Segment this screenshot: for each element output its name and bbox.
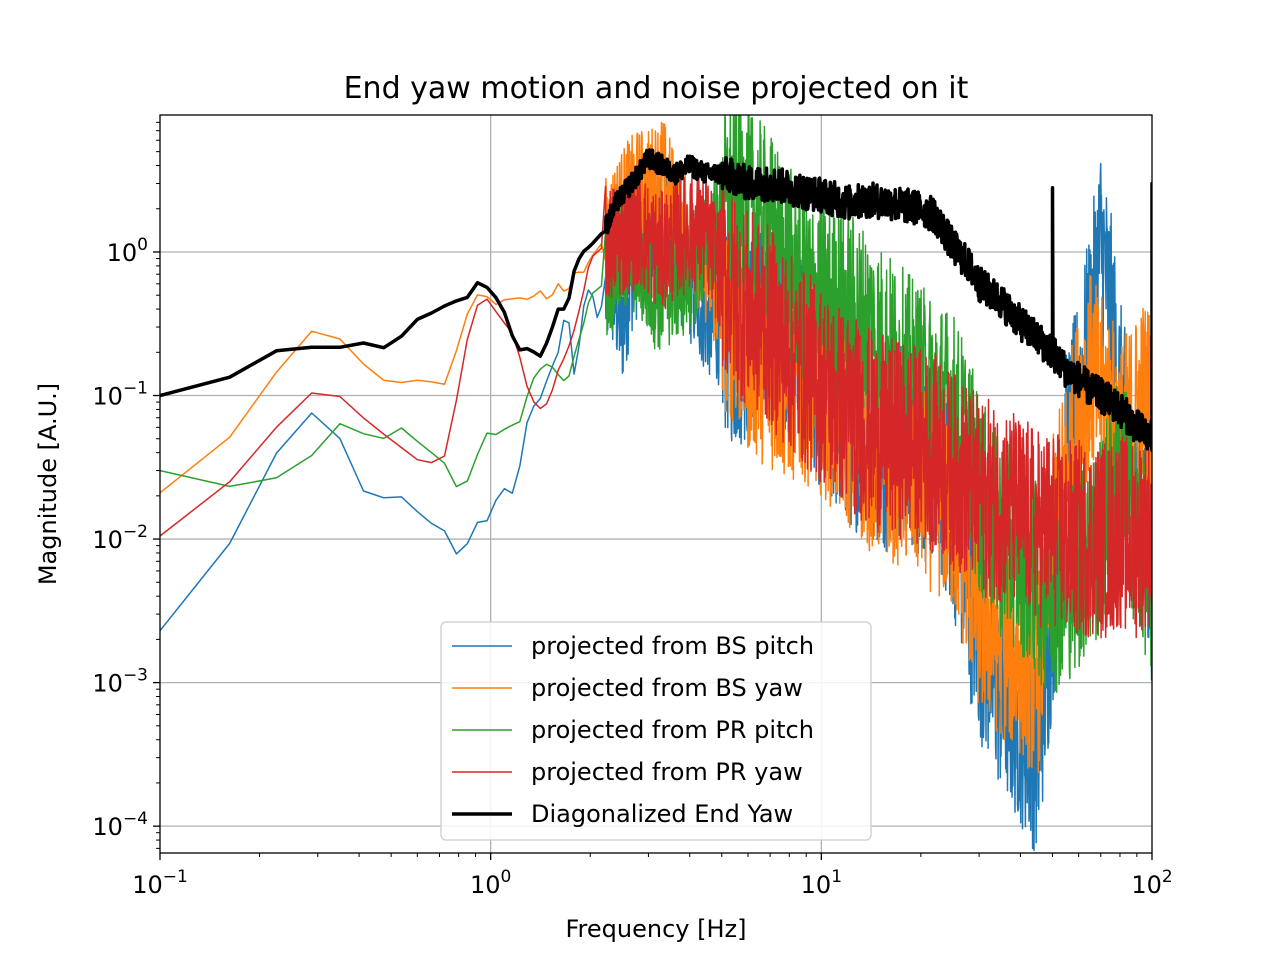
legend-label: projected from BS pitch xyxy=(531,632,814,660)
x-tick-label: 10−1 xyxy=(132,867,188,899)
series-line-5 xyxy=(160,148,1152,453)
chart-title: End yaw motion and noise projected on it xyxy=(344,71,969,106)
legend: projected from BS pitch projected from BS… xyxy=(440,621,872,841)
x-axis-label: Frequency [Hz] xyxy=(566,915,747,943)
y-tick-label: 10−3 xyxy=(92,666,148,698)
y-tick-label: 100 xyxy=(107,235,148,267)
y-tick-label: 10−1 xyxy=(92,379,148,411)
series-layer xyxy=(160,115,1152,852)
x-tick-label: 100 xyxy=(470,867,511,899)
legend-label: Diagonalized End Yaw xyxy=(531,800,793,828)
legend-label: projected from BS yaw xyxy=(531,674,803,702)
legend-label: projected from PR yaw xyxy=(531,758,803,786)
x-tick-label: 102 xyxy=(1131,867,1172,899)
legend-box xyxy=(440,621,872,841)
y-tick-label: 10−4 xyxy=(92,809,148,841)
x-tick-label: 101 xyxy=(801,867,842,899)
plot-frame xyxy=(159,114,1153,854)
series-line-3 xyxy=(160,115,1152,694)
legend-label: projected from PR pitch xyxy=(531,716,814,744)
ticks: 10−1 100 101 102 10−4 10−3 10−2 10−1 100 xyxy=(92,121,1173,899)
series-line-4 xyxy=(160,170,1152,639)
y-tick-label: 10−2 xyxy=(92,522,148,554)
y-axis-label: Magnitude [A.U.] xyxy=(34,383,62,585)
